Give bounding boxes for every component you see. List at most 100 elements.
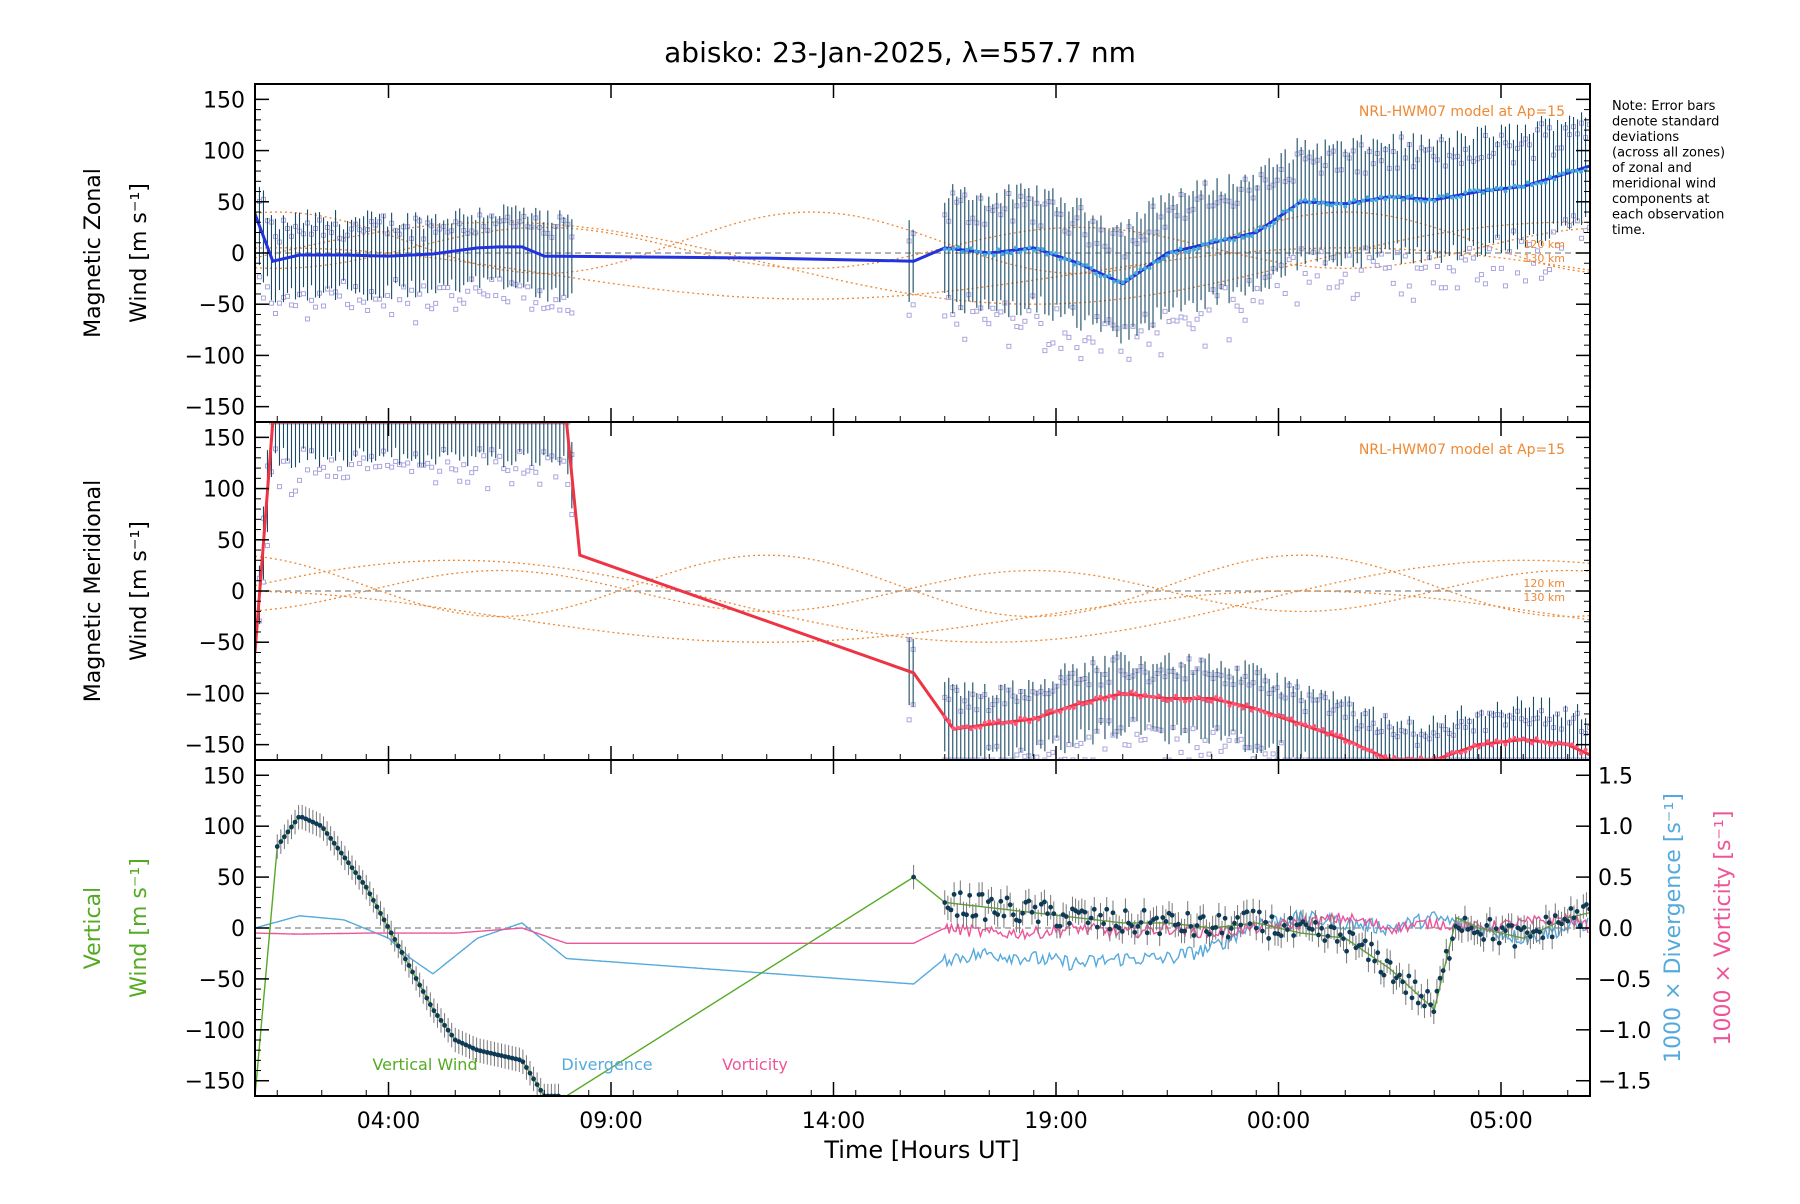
vertical-wind-point [1499, 925, 1505, 931]
y2-tick-label: −1.5 [1598, 1070, 1651, 1095]
zone-marker [998, 309, 1004, 315]
note-line: denote standard [1612, 115, 1719, 130]
vertical-wind-point [1431, 1009, 1437, 1015]
mean-wind-point [1512, 183, 1517, 188]
zone-marker [942, 313, 948, 319]
mean-wind-point [1107, 693, 1112, 698]
vertical-wind-point [1369, 941, 1374, 947]
y-tick-label: −100 [185, 344, 245, 369]
vertical-wind-point [531, 1076, 536, 1082]
vertical-wind-point [1225, 934, 1231, 940]
zone-marker [1206, 751, 1212, 757]
vertical-wind-point [1129, 923, 1135, 929]
vertical-wind-point [289, 824, 294, 830]
vertical-wind-point [1490, 936, 1496, 942]
zone-marker [509, 481, 515, 487]
vertical-wind-point [438, 1018, 444, 1023]
vertical-wind-point [1188, 923, 1194, 929]
y-tick-label: −100 [185, 682, 245, 707]
y-tick-label: 150 [203, 88, 245, 113]
vertical-wind-point [1484, 923, 1490, 928]
zone-marker [1326, 285, 1332, 291]
mean-wind-point [1450, 195, 1455, 200]
zone-marker [1250, 756, 1256, 760]
zone-marker [469, 470, 475, 476]
mean-wind-point [1245, 702, 1250, 707]
mean-wind-point [1298, 198, 1303, 203]
mean-wind-point [1356, 201, 1361, 206]
zone-marker [1162, 308, 1168, 314]
vertical-wind-point [979, 891, 985, 897]
vertical-wind-point [1194, 923, 1200, 928]
zone-marker [1466, 245, 1472, 251]
zone-marker [1242, 317, 1248, 323]
vertical-wind-point [324, 831, 330, 836]
mean-wind-point [1516, 184, 1521, 189]
mean-wind-point [1209, 239, 1214, 244]
y-tick-label: −150 [185, 1070, 245, 1095]
vertical-wind-point [1219, 930, 1225, 936]
mean-wind-point [1094, 271, 1099, 276]
mean-wind-point [1165, 253, 1170, 258]
vertical-wind-point [1104, 906, 1110, 912]
mean-wind-point [1418, 755, 1423, 760]
vertical-wind-point [442, 1022, 447, 1028]
zone-marker [1186, 757, 1192, 760]
y-tick-label: −150 [185, 734, 245, 759]
mean-wind-point [1214, 237, 1219, 242]
y-tick-label: 100 [203, 140, 245, 165]
vertical-wind-point [1119, 928, 1125, 934]
vertical-wind-point [1437, 975, 1443, 981]
vertical-wind-point [520, 1059, 526, 1065]
model-curve [255, 247, 1590, 300]
mean-wind-point [1552, 177, 1557, 182]
zone-marker [264, 543, 270, 549]
zone-marker [288, 492, 294, 498]
mean-wind-point [1036, 717, 1041, 722]
mean-wind-point [1352, 741, 1357, 746]
zone-marker [268, 300, 274, 306]
vertical-wind-point [1007, 902, 1013, 908]
zone-marker [1054, 306, 1060, 312]
vertical-wind-point [1285, 927, 1290, 933]
mean-wind-point [1329, 203, 1334, 208]
zone-marker [1551, 229, 1557, 235]
mean-wind-point [1143, 266, 1147, 271]
vertical-wind-point [1010, 912, 1016, 918]
vertical-wind-point [1521, 925, 1527, 930]
vertical-wind-point [1300, 919, 1306, 925]
zone-marker [1514, 270, 1520, 276]
zone-marker [1050, 340, 1056, 346]
mean-wind-point [1490, 743, 1495, 748]
mean-wind-point [1552, 742, 1557, 747]
vertical-wind-point [1552, 913, 1558, 919]
vertical-wind-point [1459, 928, 1465, 934]
vertical-wind-point [1291, 933, 1297, 938]
mean-wind-point [1169, 250, 1174, 255]
mean-wind-point [1543, 740, 1548, 745]
vertical-wind-point [1232, 920, 1237, 926]
mean-wind-point [1147, 694, 1152, 699]
vertical-wind-point [1577, 922, 1583, 928]
mean-wind-point [1530, 741, 1535, 746]
mean-wind-point [1107, 273, 1112, 278]
note-line: time. [1612, 223, 1646, 238]
mean-wind-point [973, 725, 978, 730]
zone-marker [1543, 269, 1548, 275]
zone-marker [477, 288, 483, 294]
mean-wind-point [1547, 174, 1552, 179]
zone-marker [337, 466, 343, 472]
mean-wind-point [1009, 251, 1014, 256]
vertical-wind-point [1303, 922, 1309, 928]
mean-wind-point [996, 718, 1001, 723]
vertical-wind-point [403, 956, 408, 962]
mean-wind-point [1503, 189, 1508, 194]
vertical-wind-point [1434, 988, 1440, 994]
vertical-wind-point [1397, 972, 1402, 978]
zone-marker [994, 312, 1000, 318]
vertical-wind-point [1527, 934, 1533, 939]
mean-wind-point [1525, 738, 1530, 743]
vertical-wind-point [1098, 912, 1103, 918]
